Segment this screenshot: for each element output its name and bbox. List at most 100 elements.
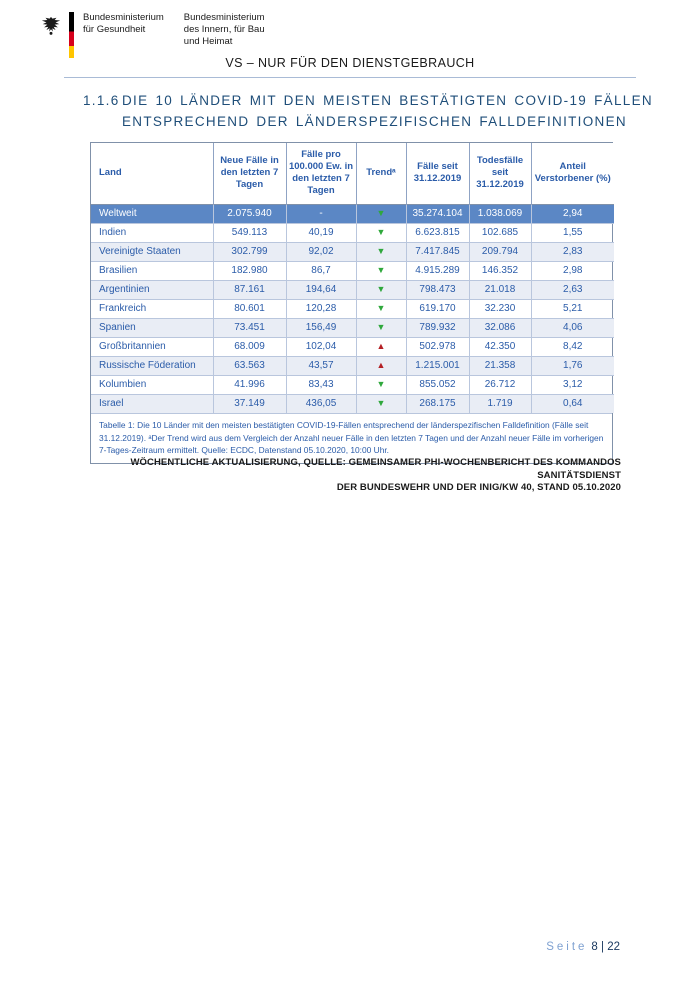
per100k-cell: 194,64 [285,279,356,299]
country-cell: Frankreich [91,298,213,318]
page-footer: Seite 8 | 22 [546,941,620,953]
source-note-line2: DER BUNDESWEHR UND DER INIG/KW 40, STAND… [336,482,621,493]
per100k-cell: 92,02 [285,241,356,261]
trend-cell: ▼ [355,317,406,337]
section-title-text: DIE 10 LÄNDER MIT DEN MEISTEN BESTÄTIGTE… [122,90,653,132]
classification-banner: VS – NUR FÜR DEN DIENSTGEBRAUCH [225,56,475,70]
country-cell: Argentinien [91,279,213,299]
new-cases-cell: 41.996 [212,374,286,394]
col-header-deaths: Todesfälle seit 31.12.2019 [468,143,531,204]
new-cases-cell: 37.149 [212,393,286,413]
trend-down-icon: ▼ [376,208,386,218]
country-cell: Brasilien [91,260,213,280]
deaths-total-cell: 209.794 [468,241,531,261]
cases-total-cell: 789.932 [405,317,469,337]
table-row-israel: Israel 37.149 436,05 ▼ 268.175 1.719 0,6… [91,393,614,413]
trend-cell: ▼ [355,279,406,299]
deaths-total-cell: 42.350 [468,336,531,356]
trend-down-icon: ▼ [376,227,386,237]
country-cell: Russische Föderation [91,355,213,375]
cases-total-cell: 619.170 [405,298,469,318]
flag-bar [69,12,74,58]
trend-cell: ▼ [355,393,406,413]
new-cases-cell: 182.980 [212,260,286,280]
country-cell: Israel [91,393,213,413]
cases-total-cell: 35.274.104 [405,203,469,223]
covid-table-box: Land Neue Fälle in den letzten 7 Tagen F… [90,142,614,464]
trend-cell: ▼ [355,241,406,261]
per100k-cell: 120,28 [285,298,356,318]
per100k-cell: 43,57 [285,355,356,375]
cfr-cell: 4,06 [530,317,614,337]
per100k-cell: - [285,203,356,223]
per100k-cell: 86,7 [285,260,356,280]
covid-country-table: Land Neue Fälle in den letzten 7 Tagen F… [91,143,614,413]
country-cell: Großbritannien [91,336,213,356]
deaths-total-cell: 21.358 [468,355,531,375]
table-caption: Tabelle 1: Die 10 Länder mit den meisten… [91,413,612,463]
table-row-weltweit: Weltweit 2.075.940 - ▼ 35.274.104 1.038.… [91,203,614,223]
cases-total-cell: 798.473 [405,279,469,299]
cfr-cell: 2,83 [530,241,614,261]
col-header-cases-total: Fälle seit 31.12.2019 [405,143,469,204]
trend-down-icon: ▼ [376,322,386,332]
trend-down-icon: ▼ [376,379,386,389]
ministry-interior-line3: und Heimat [183,36,233,47]
new-cases-cell: 63.563 [212,355,286,375]
page-label: Seite [546,941,588,953]
cfr-cell: 2,63 [530,279,614,299]
source-note-line1: WÖCHENTLICHE AKTUALISIERUNG, QUELLE: GEM… [130,457,621,481]
deaths-total-cell: 32.230 [468,298,531,318]
trend-down-icon: ▼ [376,284,386,294]
cfr-cell: 8,42 [530,336,614,356]
cfr-cell: 1,55 [530,222,614,242]
per100k-cell: 436,05 [285,393,356,413]
cases-total-cell: 855.052 [405,374,469,394]
col-header-cfr: Anteil Verstorbener (%) [530,143,614,204]
table-row-spanien: Spanien 73.451 156,49 ▼ 789.932 32.086 4… [91,317,614,337]
country-cell: Indien [91,222,213,242]
source-note: WÖCHENTLICHE AKTUALISIERUNG, QUELLE: GEM… [85,457,621,495]
per100k-cell: 40,19 [285,222,356,242]
deaths-total-cell: 1.719 [468,393,531,413]
per100k-cell: 83,43 [285,374,356,394]
table-row-vereinigte-staaten: Vereinigte Staaten 302.799 92,02 ▼ 7.417… [91,241,614,261]
trend-cell: ▼ [355,298,406,318]
cases-total-cell: 7.417.845 [405,241,469,261]
col-header-trend: Trendᵃ [355,143,406,204]
trend-down-icon: ▼ [376,265,386,275]
table-row-grossbritannien: Großbritannien 68.009 102,04 ▲ 502.978 4… [91,336,614,356]
page-number: 8 | 22 [591,941,620,953]
header-divider [64,77,636,78]
table-header-row: Land Neue Fälle in den letzten 7 Tagen F… [91,143,614,204]
trend-down-icon: ▼ [376,303,386,313]
table-row-frankreich: Frankreich 80.601 120,28 ▼ 619.170 32.23… [91,298,614,318]
new-cases-cell: 73.451 [212,317,286,337]
deaths-total-cell: 146.352 [468,260,531,280]
col-header-per100k: Fälle pro 100.000 Ew. in den letzten 7 T… [285,143,356,204]
deaths-total-cell: 26.712 [468,374,531,394]
ministry-interior-line2: des Innern, für Bau [183,24,265,35]
section-number: 1.1.6 [83,93,120,108]
new-cases-cell: 2.075.940 [212,203,286,223]
new-cases-cell: 549.113 [212,222,286,242]
ministry-health-line2: für Gesundheit [83,24,146,35]
per100k-cell: 102,04 [285,336,356,356]
trend-cell: ▲ [355,355,406,375]
trend-up-icon: ▲ [376,341,386,351]
cases-total-cell: 268.175 [405,393,469,413]
trend-down-icon: ▼ [376,246,386,256]
table-row-russische-foederation: Russische Föderation 63.563 43,57 ▲ 1.21… [91,355,614,375]
deaths-total-cell: 1.038.069 [468,203,531,223]
table-row-kolumbien: Kolumbien 41.996 83,43 ▼ 855.052 26.712 … [91,374,614,394]
trend-cell: ▼ [355,374,406,394]
cases-total-cell: 6.623.815 [405,222,469,242]
table-row-brasilien: Brasilien 182.980 86,7 ▼ 4.915.289 146.3… [91,260,614,280]
deaths-total-cell: 102.685 [468,222,531,242]
cases-total-cell: 1.215.001 [405,355,469,375]
trend-cell: ▼ [355,222,406,242]
cfr-cell: 5,21 [530,298,614,318]
cfr-cell: 2,94 [530,203,614,223]
federal-eagle-icon [41,16,61,35]
